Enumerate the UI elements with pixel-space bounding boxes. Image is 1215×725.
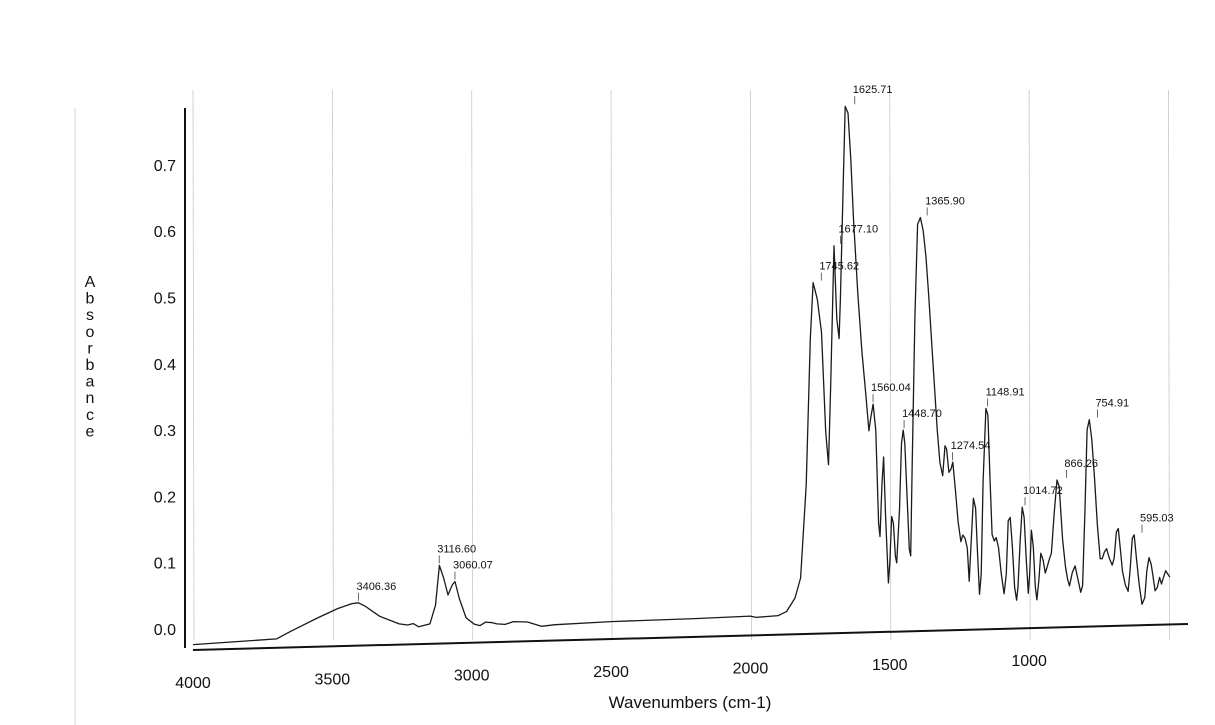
x-tick-label: 1000 bbox=[1011, 653, 1047, 670]
x-axis-title: Wavenumbers (cm-1) bbox=[609, 693, 772, 712]
y-axis-title-char: e bbox=[86, 423, 95, 440]
peak-label: 595.03 bbox=[1140, 513, 1174, 525]
x-tick-label: 2500 bbox=[593, 664, 629, 681]
x-tick-label: 3500 bbox=[315, 671, 351, 688]
y-tick-labels: 0.0 0.1 0.2 0.3 0.4 0.5 0.6 0.7 bbox=[154, 158, 176, 639]
y-axis-title-char: n bbox=[86, 390, 95, 407]
peak-label: 866.26 bbox=[1064, 458, 1098, 470]
peak-label: 1014.72 bbox=[1023, 485, 1063, 497]
gridline bbox=[471, 89, 474, 641]
peak-label: 754.91 bbox=[1095, 398, 1129, 410]
peak-label: 1677.10 bbox=[838, 224, 878, 236]
x-tick-label: 2000 bbox=[733, 660, 769, 677]
y-tick-label: 0.6 bbox=[154, 224, 176, 241]
y-tick-label: 0.7 bbox=[154, 158, 176, 175]
x-axis-line bbox=[192, 623, 1189, 651]
x-tick-labels: 4000 3500 3000 2500 2000 1500 1000 bbox=[175, 653, 1047, 692]
peak-label: 3116.60 bbox=[437, 543, 476, 555]
y-tick-label: 0.5 bbox=[154, 291, 176, 308]
y-tick-label: 0.1 bbox=[154, 556, 176, 573]
peak-label: 1274.54 bbox=[951, 440, 991, 452]
y-axis-title-char: r bbox=[87, 340, 93, 357]
peak-label: 1148.91 bbox=[986, 386, 1025, 398]
gridline bbox=[1028, 89, 1031, 641]
y-tick-label: 0.0 bbox=[154, 622, 176, 639]
gridline bbox=[1168, 89, 1170, 641]
x-tick-label: 1500 bbox=[872, 657, 908, 674]
vertical-gridlines bbox=[74, 89, 1170, 725]
y-axis-title-char: b bbox=[86, 291, 95, 308]
y-tick-label: 0.2 bbox=[154, 489, 176, 506]
peak-label: 1625.71 bbox=[853, 84, 893, 96]
gridline bbox=[750, 89, 752, 641]
gridline bbox=[610, 89, 613, 641]
peak-label: 1365.90 bbox=[925, 195, 965, 207]
gridline bbox=[192, 89, 195, 641]
peak-label: 1560.04 bbox=[871, 382, 911, 394]
peak-label: 1745.62 bbox=[819, 261, 859, 273]
y-tick-label: 0.4 bbox=[154, 357, 176, 374]
y-axis-title-char: o bbox=[86, 324, 95, 341]
peak-label: 3060.07 bbox=[453, 560, 493, 572]
x-tick-label: 4000 bbox=[175, 675, 211, 692]
x-tick-label: 3000 bbox=[454, 668, 490, 685]
y-axis-title-char: s bbox=[86, 307, 94, 324]
peak-label: 1448.70 bbox=[902, 408, 942, 420]
y-axis-title-char: b bbox=[86, 357, 95, 374]
peak-labels: 3406.36 3116.60 3060.07 1745.62 1677.10 1625.… bbox=[356, 84, 1174, 601]
y-axis-title-char: a bbox=[86, 374, 95, 391]
spectrum-line bbox=[192, 105, 1171, 646]
y-tick-label: 0.3 bbox=[154, 423, 176, 440]
peak-label: 3406.36 bbox=[356, 581, 396, 593]
gridline bbox=[331, 89, 334, 641]
y-axis-title-char: c bbox=[86, 407, 94, 424]
y-axis-title-char: A bbox=[85, 274, 96, 291]
